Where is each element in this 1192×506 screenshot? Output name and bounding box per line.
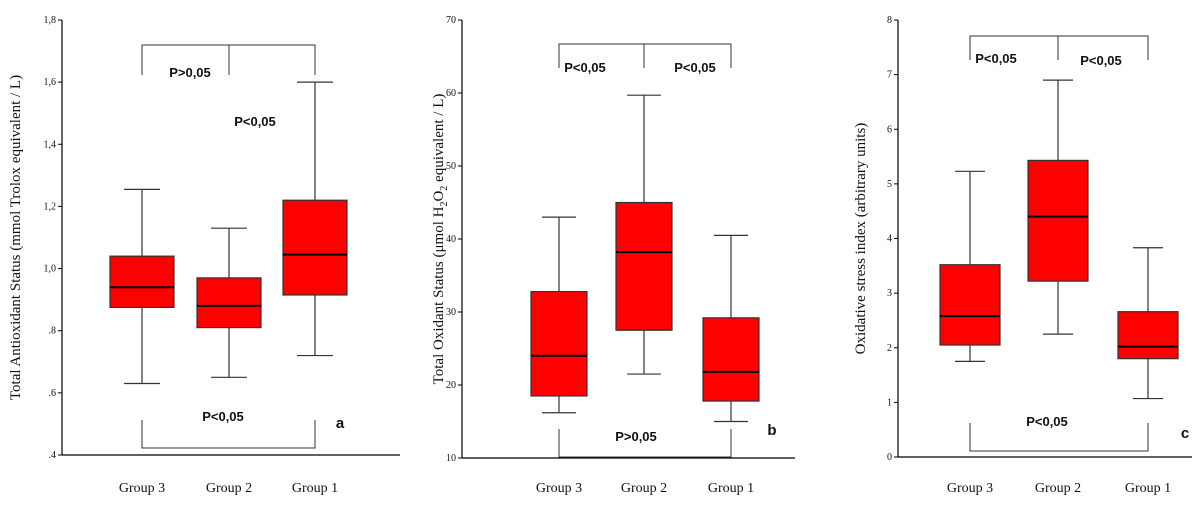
panel-letter: a xyxy=(336,415,345,432)
y-tick-label: 1,2 xyxy=(44,201,57,212)
y-axis-label: Total Oxidant Status (μmol H2O2 equivale… xyxy=(431,94,450,385)
panel-b: 10 20 30 40 50 60 70 Total Oxidant Status (μmol… xyxy=(431,15,795,496)
category-label: Group 3 xyxy=(536,481,582,496)
y-tick-label: 0 xyxy=(887,452,892,463)
panel-letter: c xyxy=(1181,425,1189,442)
significance-bracket xyxy=(969,423,1149,452)
y-tick-label: 1,6 xyxy=(44,77,57,88)
box-iqr xyxy=(1117,311,1179,360)
p-value-label: P<0,05 xyxy=(564,60,606,75)
box-iqr xyxy=(196,277,262,329)
y-tick-label: 2 xyxy=(887,343,892,354)
box-iqr xyxy=(282,199,348,296)
category-label: Group 3 xyxy=(947,481,993,496)
box-iqr xyxy=(939,264,1001,346)
box-iqr xyxy=(530,290,588,397)
p-value-label: P<0,05 xyxy=(674,60,716,75)
p-value-label: P<0,05 xyxy=(202,409,244,424)
p-value-label: P>0,05 xyxy=(169,65,211,80)
box-group-2 xyxy=(615,94,673,375)
category-label: Group 2 xyxy=(621,481,667,496)
y-tick-label: .6 xyxy=(49,388,57,399)
panel-letter: b xyxy=(767,422,776,439)
y-tick-label: 1,8 xyxy=(44,15,57,26)
p-value-label: P<0,05 xyxy=(1026,414,1068,429)
y-axis-label-part: Total Oxidant Status (μmol H xyxy=(431,206,447,384)
box-group-1 xyxy=(702,234,760,423)
p-value-label: P<0,05 xyxy=(234,114,276,129)
y-tick-label: 7 xyxy=(887,70,892,81)
y-axis-label-subscript: 2 xyxy=(439,186,450,191)
y-tick-label: .8 xyxy=(49,326,57,337)
y-tick-label: 3 xyxy=(887,288,892,299)
category-label: Group 2 xyxy=(206,481,252,496)
category-label: Group 2 xyxy=(1035,481,1081,496)
y-tick-label: 60 xyxy=(446,88,456,99)
box-group-2 xyxy=(1027,79,1089,335)
box-group-3 xyxy=(939,170,1001,363)
y-tick-label: 5 xyxy=(887,179,892,190)
y-axis-label-part: equivalent / L) xyxy=(431,94,447,186)
panel-c: 0 1 2 3 4 5 6 7 8 Oxidative stress index (arbitra… xyxy=(853,15,1192,496)
y-tick-label: 1,0 xyxy=(44,264,57,275)
category-label: Group 1 xyxy=(1125,481,1171,496)
box-iqr xyxy=(1027,159,1089,282)
p-value-label: P<0,05 xyxy=(1080,53,1122,68)
significance-bracket xyxy=(558,429,732,458)
y-tick-label: 40 xyxy=(446,234,456,245)
box-group-3 xyxy=(109,188,175,385)
box-iqr xyxy=(109,255,175,309)
box-iqr xyxy=(702,317,760,402)
box-group-3 xyxy=(530,216,588,414)
category-label: Group 1 xyxy=(708,481,754,496)
y-tick-label: 20 xyxy=(446,380,456,391)
y-tick-label: 4 xyxy=(887,234,892,245)
y-tick-label: 8 xyxy=(887,15,892,26)
y-tick-label: 30 xyxy=(446,307,456,318)
box-group-1 xyxy=(282,81,348,357)
y-tick-label: 6 xyxy=(887,124,892,135)
p-value-label: P>0,05 xyxy=(615,429,657,444)
y-tick-label: 70 xyxy=(446,15,456,26)
category-label: Group 1 xyxy=(292,481,338,496)
y-tick-label: 10 xyxy=(446,453,456,464)
y-axis-label-part: O xyxy=(431,191,447,202)
y-axis-label: Oxidative stress index (arbitrary units) xyxy=(853,123,869,355)
y-tick-label: .4 xyxy=(49,450,57,461)
box-group-2 xyxy=(196,227,262,378)
panel-a: .4 .6 .8 1,0 1,2 1,4 1,6 1,8 Total Antioxidant S… xyxy=(8,15,400,496)
box-group-1 xyxy=(1117,247,1179,400)
y-tick-label: 1,4 xyxy=(44,139,57,150)
box-iqr xyxy=(615,201,673,331)
y-axis-label-subscript: 2 xyxy=(439,202,450,207)
y-tick-label: 1 xyxy=(887,397,892,408)
significance-bracket xyxy=(141,420,316,449)
y-tick-label: 50 xyxy=(446,161,456,172)
p-value-label: P<0,05 xyxy=(975,51,1017,66)
y-axis-label: Total Antioxidant Status (mmol Trolox eq… xyxy=(8,75,24,400)
category-label: Group 3 xyxy=(119,481,165,496)
